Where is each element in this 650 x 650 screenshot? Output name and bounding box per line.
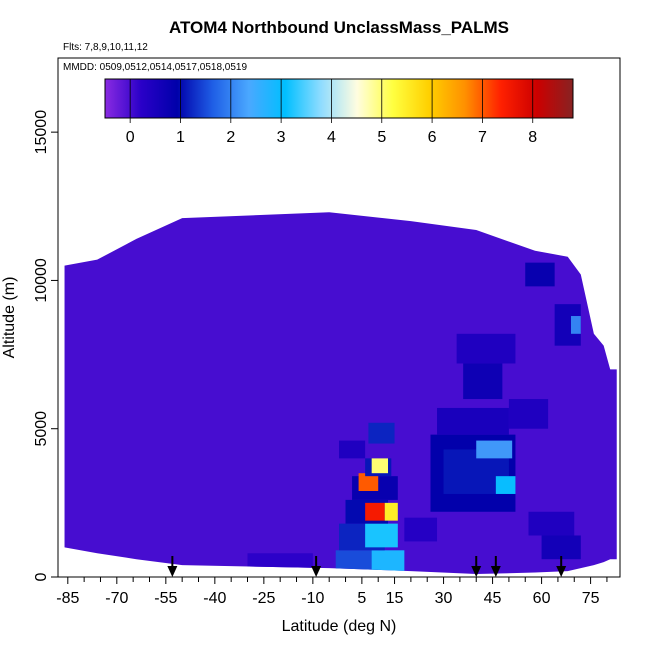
heatmap-cell bbox=[247, 553, 313, 575]
x-tick-label: -40 bbox=[203, 590, 226, 607]
colorbar: 0 1 2 3 4 5 6 7 8 bbox=[104, 78, 574, 146]
x-tick-label: -70 bbox=[105, 590, 128, 607]
heatmap-cell bbox=[371, 550, 405, 572]
flight-arrow-head bbox=[471, 566, 482, 577]
heatmap-cell bbox=[508, 399, 549, 429]
heatmap-cell bbox=[456, 333, 516, 364]
axes: -85 -70 -55 -40 -25 -10 5 15 30 45 60 7505000100001… bbox=[33, 110, 608, 607]
x-tick-label: 30 bbox=[435, 590, 453, 607]
plot-area bbox=[64, 212, 617, 577]
colorbar-tick-label: 8 bbox=[528, 129, 537, 146]
colorbar-tick-label: 0 bbox=[126, 129, 135, 146]
x-tick-label: 75 bbox=[582, 590, 600, 607]
x-tick-label: -10 bbox=[301, 590, 324, 607]
heatmap-cell bbox=[358, 473, 379, 491]
flight-arrow-head bbox=[167, 566, 178, 577]
heatmap-cell bbox=[476, 440, 513, 459]
x-tick-label: -85 bbox=[56, 590, 79, 607]
chart-title: ATOM4 Northbound UnclassMass_PALMS bbox=[168, 18, 510, 37]
flight-arrow-head bbox=[556, 566, 567, 577]
heatmap-cell bbox=[528, 511, 575, 536]
colorbar-tick-label: 7 bbox=[478, 129, 487, 146]
heatmap-cell bbox=[368, 422, 395, 444]
y-axis-label: Altitude (m) bbox=[1, 277, 18, 359]
heatmap-cell bbox=[384, 502, 398, 521]
x-axis-label: Latitude (deg N) bbox=[282, 618, 397, 635]
plot-frame bbox=[57, 57, 621, 578]
heatmap-cell bbox=[365, 502, 385, 521]
x-tick-label: -25 bbox=[252, 590, 275, 607]
heatmap-cell bbox=[371, 458, 389, 474]
flight-arrow-head bbox=[311, 566, 322, 577]
heatmap-cell bbox=[335, 550, 379, 575]
y-tick-label: 5000 bbox=[33, 411, 50, 447]
heatmap-cell bbox=[404, 517, 438, 542]
dates-subtitle: MMDD: 0509,0512,0514,0517,0518,0519 bbox=[63, 62, 248, 73]
x-tick-label: 60 bbox=[533, 590, 551, 607]
y-tick-label: 0 bbox=[33, 572, 50, 581]
colorbar-tick-label: 3 bbox=[277, 129, 286, 146]
x-tick-label: 45 bbox=[484, 590, 502, 607]
colorbar-tick-label: 5 bbox=[377, 129, 386, 146]
colorbar-tick-label: 1 bbox=[176, 129, 185, 146]
colorbar-tick-label: 4 bbox=[327, 129, 336, 146]
heatmap-cell bbox=[495, 476, 516, 494]
colorbar-gradient bbox=[104, 78, 574, 119]
x-tick-label: 5 bbox=[357, 590, 366, 607]
x-tick-label: -55 bbox=[154, 590, 177, 607]
colorbar-tick-label: 6 bbox=[428, 129, 437, 146]
heatmap-cell bbox=[541, 535, 581, 560]
heatmap-cell bbox=[463, 363, 503, 400]
y-tick-label: 10000 bbox=[33, 258, 50, 303]
colorbar-tick-label: 2 bbox=[226, 129, 235, 146]
flight-arrow-head bbox=[490, 566, 501, 577]
x-tick-label: 15 bbox=[386, 590, 404, 607]
y-tick-label: 15000 bbox=[33, 110, 50, 155]
heatmap-cell bbox=[525, 262, 555, 287]
heatmap-cell bbox=[570, 316, 581, 334]
heatmap-cell bbox=[437, 407, 509, 435]
heatmap-cell bbox=[365, 523, 398, 548]
heatmap-cell bbox=[339, 440, 366, 459]
flights-subtitle: Flts: 7,8,9,10,11,12 bbox=[63, 42, 148, 53]
